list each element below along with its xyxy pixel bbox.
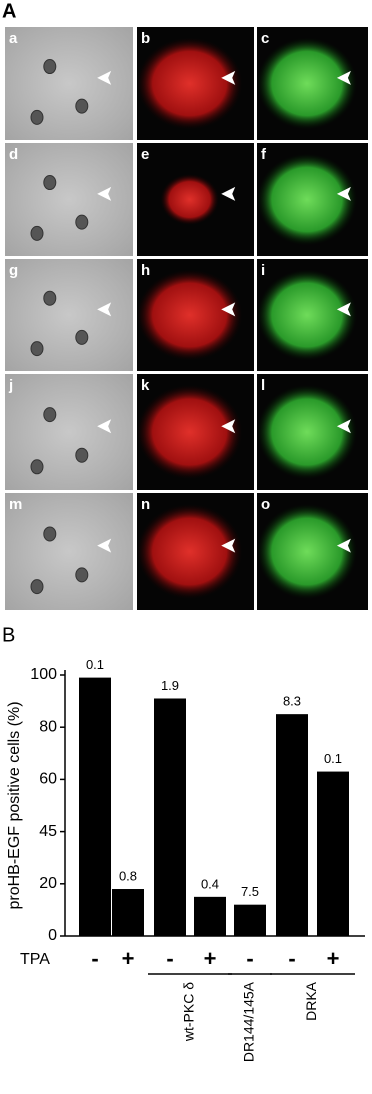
- arrowhead: [336, 302, 351, 317]
- bar: [79, 677, 111, 936]
- cell-nucleus: [75, 447, 89, 463]
- cell-stain: [257, 153, 357, 246]
- y-tick-label: 60: [39, 771, 57, 788]
- arrowhead: [336, 186, 351, 201]
- group-label: DR144/145A: [241, 981, 257, 1062]
- cell-nucleus: [30, 579, 44, 595]
- micrograph: [5, 374, 133, 490]
- bar-annotation: 0.4: [201, 876, 219, 891]
- panel-label: B: [2, 624, 15, 646]
- image-label: j: [8, 377, 13, 394]
- arrowhead: [336, 538, 351, 553]
- arrowhead: [221, 538, 236, 553]
- image-label: e: [141, 146, 149, 163]
- bar-annotation: 0.8: [119, 868, 137, 883]
- cell-stain: [160, 174, 219, 225]
- cell-nucleus: [43, 526, 57, 542]
- image-label: m: [9, 496, 22, 513]
- cell-nucleus: [30, 341, 44, 357]
- cell-nucleus: [43, 290, 57, 306]
- cell-nucleus: [75, 98, 89, 114]
- image-label: h: [141, 262, 150, 279]
- cell-nucleus: [75, 329, 89, 345]
- micrograph: [5, 143, 133, 256]
- micrograph: [5, 27, 133, 140]
- cell-nucleus: [30, 459, 44, 475]
- image-label: g: [9, 262, 18, 279]
- cell-stain: [137, 269, 243, 361]
- micrograph: [5, 493, 133, 610]
- x-tick-label: +: [327, 946, 340, 971]
- y-axis-label: proHB-EGF positive cells (%): [6, 701, 23, 909]
- group-label: DRKA: [303, 981, 319, 1021]
- cell-stain: [137, 385, 243, 479]
- arrowhead: [221, 419, 236, 434]
- y-tick-label: 80: [39, 718, 57, 735]
- image-label: d: [9, 146, 18, 163]
- cell-stain: [257, 37, 357, 130]
- arrowhead: [97, 186, 112, 201]
- arrowhead: [97, 302, 112, 317]
- x-tick-label: -: [91, 946, 98, 971]
- cell-stain: [257, 504, 357, 599]
- bar-annotation: 0.1: [86, 657, 104, 672]
- y-tick-label: 100: [30, 666, 57, 683]
- image-label: i: [261, 262, 265, 279]
- bar: [276, 714, 308, 936]
- cell-nucleus: [75, 567, 89, 583]
- cell-nucleus: [75, 214, 89, 230]
- cell-nucleus: [43, 407, 57, 423]
- cell-nucleus: [30, 109, 44, 125]
- bar: [154, 698, 186, 936]
- image-label: c: [261, 30, 269, 47]
- bar: [234, 904, 266, 936]
- cell-stain: [257, 269, 357, 361]
- arrowhead: [336, 70, 351, 85]
- cell-nucleus: [43, 175, 57, 191]
- y-tick-label: 45: [39, 823, 57, 840]
- y-tick-label: 20: [39, 875, 57, 892]
- x-tick-label: -: [166, 946, 173, 971]
- arrowhead: [97, 70, 112, 85]
- micrograph: [5, 259, 133, 371]
- bar: [112, 889, 144, 936]
- x-tick-label: +: [122, 946, 135, 971]
- bar: [194, 896, 226, 936]
- cell-nucleus: [43, 59, 57, 75]
- y-tick-label: 0: [48, 927, 57, 944]
- arrowhead: [97, 419, 112, 434]
- x-tick-label: +: [204, 946, 217, 971]
- cell-nucleus: [30, 225, 44, 241]
- arrowhead: [336, 419, 351, 434]
- image-label: f: [261, 146, 267, 163]
- x-tick-label: -: [246, 946, 253, 971]
- panel-label: A: [2, 0, 16, 22]
- bar-annotation: 0.1: [324, 751, 342, 766]
- image-label: a: [9, 30, 18, 47]
- cell-stain: [137, 504, 243, 599]
- x-tick-label: -: [288, 946, 295, 971]
- image-label: b: [141, 30, 150, 47]
- image-label: l: [261, 377, 265, 394]
- bar: [317, 771, 349, 936]
- arrowhead: [221, 302, 236, 317]
- group-label: wt-PKC δ: [181, 982, 197, 1042]
- bar-annotation: 8.3: [283, 694, 301, 709]
- image-label: n: [141, 496, 150, 513]
- bar-annotation: 1.9: [161, 678, 179, 693]
- image-label: k: [141, 377, 150, 394]
- arrowhead: [97, 538, 112, 553]
- bar-annotation: 7.5: [241, 884, 259, 899]
- x-axis-label: TPA: [20, 951, 50, 968]
- arrowhead: [221, 186, 236, 201]
- cell-stain: [257, 385, 357, 479]
- image-label: o: [261, 496, 270, 513]
- arrowhead: [221, 70, 236, 85]
- cell-stain: [137, 37, 243, 130]
